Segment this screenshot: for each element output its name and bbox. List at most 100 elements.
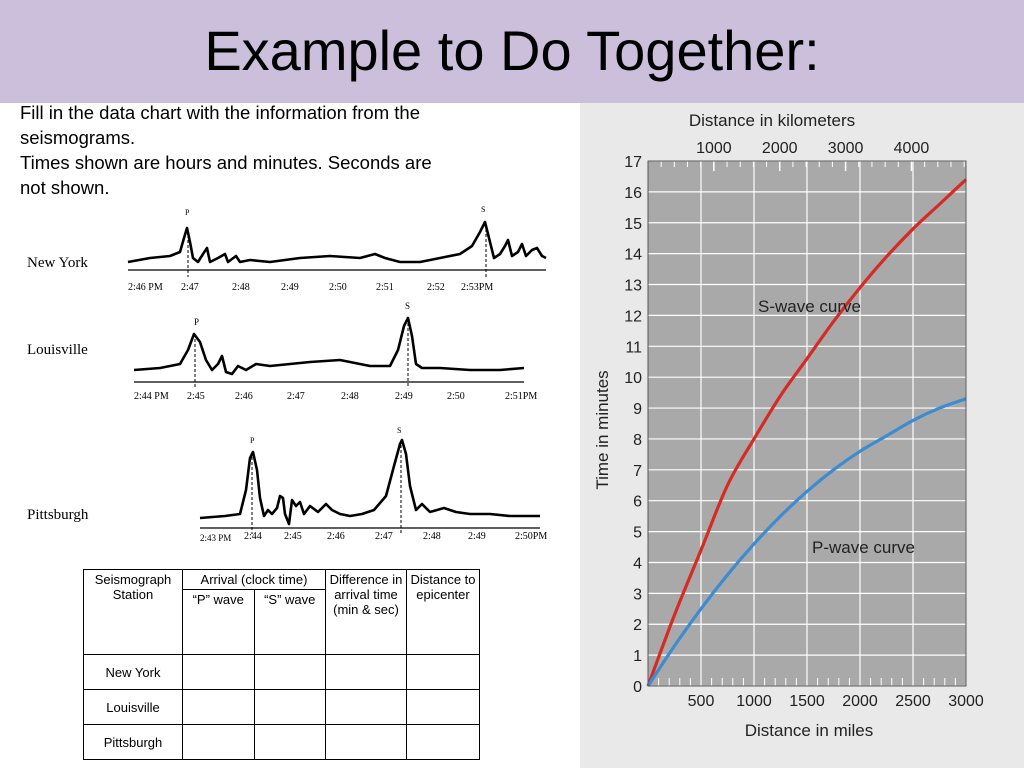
header-distance: Distance to epicenter	[406, 569, 480, 655]
x-tick-label: 1000	[736, 693, 772, 710]
cell-difference[interactable]	[325, 724, 407, 760]
start-time: 2:44 PM	[134, 391, 169, 402]
time-tick: 2:52	[427, 282, 445, 293]
title-bar: Example to Do Together:	[0, 0, 1024, 103]
slide-title: Example to Do Together:	[204, 19, 820, 82]
time-tick: 2:53PM	[461, 282, 493, 293]
seismogram-new-york: New York P S 2:46 PM 2:47 2:48 2:49 2:50…	[27, 205, 547, 293]
y-tick-label: 2	[633, 617, 642, 634]
p-wave-curve-line	[646, 397, 967, 687]
x2-tick-label: 1000	[696, 140, 732, 157]
s-marker: S	[481, 205, 485, 214]
y-tick-label: 1	[633, 648, 642, 665]
time-tick: 2:44	[244, 531, 262, 542]
y-tick-label: 3	[633, 586, 642, 603]
seismogram-louisville: Louisville P S 2:44 PM 2:45 2:46 2:47 2:…	[27, 301, 537, 402]
cell-difference[interactable]	[325, 654, 407, 690]
s-wave-annotation: S-wave curve	[758, 297, 861, 316]
time-tick: 2:50	[329, 282, 347, 293]
cell-distance[interactable]	[406, 724, 480, 760]
x2-tick-label: 3000	[828, 140, 864, 157]
x-tick-label: 2500	[895, 693, 931, 710]
y-tick-label: 0	[633, 679, 642, 696]
instruction-line: Fill in the data chart with the informat…	[20, 102, 420, 123]
station-label: Louisville	[27, 342, 88, 358]
y-tick-label: 12	[624, 308, 642, 325]
y-tick-label: 5	[633, 525, 642, 542]
p-wave-annotation: P-wave curve	[812, 538, 915, 557]
x2-tick-label: 2000	[762, 140, 798, 157]
cell-p-arrival[interactable]	[182, 654, 255, 690]
header-station: Seismograph Station	[83, 569, 183, 655]
time-tick: 2:50	[447, 391, 465, 402]
travel-time-chart-panel: 0 1 2 3 4 5 6 7 8 9 10 11 12 13 14 15 16 17 500 1000 1500 200…	[580, 103, 1024, 768]
seismogram-trace	[133, 316, 525, 376]
x-tick-label: 2000	[842, 693, 878, 710]
y-tick-label: 15	[624, 216, 642, 233]
time-tick: 2:51PM	[505, 391, 537, 402]
instruction-line: not shown.	[20, 177, 110, 198]
time-tick: 2:48	[232, 282, 250, 293]
instructions: Fill in the data chart with the informat…	[20, 100, 560, 200]
y-tick-label: 7	[633, 463, 642, 480]
seismogram-pittsburgh: Pittsburgh P S 2:43 PM 2:44 2:45 2:46 2:…	[27, 426, 547, 543]
p-marker: P	[250, 436, 255, 445]
time-tick: 2:49	[468, 531, 486, 542]
p-marker: P	[194, 317, 199, 327]
row-station: New York	[83, 654, 183, 690]
instruction-line: Times shown are hours and minutes. Secon…	[20, 152, 432, 173]
y-tick-label: 6	[633, 494, 642, 511]
seismograms: New York P S 2:46 PM 2:47 2:48 2:49 2:50…	[27, 205, 547, 543]
x2-tick-label: 4000	[894, 140, 930, 157]
cell-distance[interactable]	[406, 689, 480, 725]
instruction-line: seismograms.	[20, 127, 136, 148]
p-marker: P	[185, 208, 190, 217]
y-tick-label: 9	[633, 401, 642, 418]
time-tick: 2:47	[287, 391, 305, 402]
s-marker: S	[397, 426, 401, 435]
time-tick: 2:50PM	[515, 531, 547, 542]
start-time: 2:46 PM	[128, 282, 163, 293]
time-tick: 2:48	[423, 531, 441, 542]
header-s-wave: “S” wave	[253, 589, 326, 655]
time-tick: 2:49	[395, 391, 413, 402]
y-tick-label: 8	[633, 432, 642, 449]
header-arrival: Arrival (clock time)	[182, 569, 326, 590]
header-p-wave: “P” wave	[182, 589, 255, 655]
y-tick-label: 17	[624, 154, 642, 171]
cell-s-arrival[interactable]	[253, 724, 326, 760]
header-difference: Difference in arrival time (min & sec)	[325, 569, 407, 655]
y-tick-label: 14	[624, 247, 642, 264]
y-tick-label: 11	[625, 339, 642, 356]
cell-distance[interactable]	[406, 654, 480, 690]
y-tick-label: 13	[624, 278, 642, 295]
y-axis-label: Time in minutes	[593, 370, 612, 489]
x-axis-label: Distance in miles	[745, 721, 874, 740]
series-layer	[646, 178, 968, 687]
y-tick-label: 4	[633, 555, 642, 572]
y-tick-label: 16	[624, 185, 642, 202]
cell-p-arrival[interactable]	[182, 724, 255, 760]
cell-s-arrival[interactable]	[253, 689, 326, 725]
time-tick: 2:45	[284, 531, 302, 542]
data-table: Seismograph Station Arrival (clock time)…	[83, 569, 480, 760]
cell-difference[interactable]	[325, 689, 407, 725]
seismogram-trace	[199, 438, 540, 526]
s-wave-curve-line	[646, 178, 968, 687]
s-marker: S	[405, 301, 410, 311]
plot-border	[647, 160, 967, 687]
x2-axis-label: Distance in kilometers	[689, 111, 855, 130]
cell-p-arrival[interactable]	[182, 689, 255, 725]
x-tick-label: 500	[688, 693, 715, 710]
time-tick: 2:48	[341, 391, 359, 402]
time-tick: 2:46	[235, 391, 253, 402]
cell-s-arrival[interactable]	[253, 654, 326, 690]
time-tick: 2:47	[181, 282, 199, 293]
station-label: Pittsburgh	[27, 507, 89, 523]
time-tick: 2:51	[376, 282, 394, 293]
time-tick: 2:45	[187, 391, 205, 402]
start-time: 2:43 PM	[200, 533, 231, 543]
time-tick: 2:47	[375, 531, 393, 542]
